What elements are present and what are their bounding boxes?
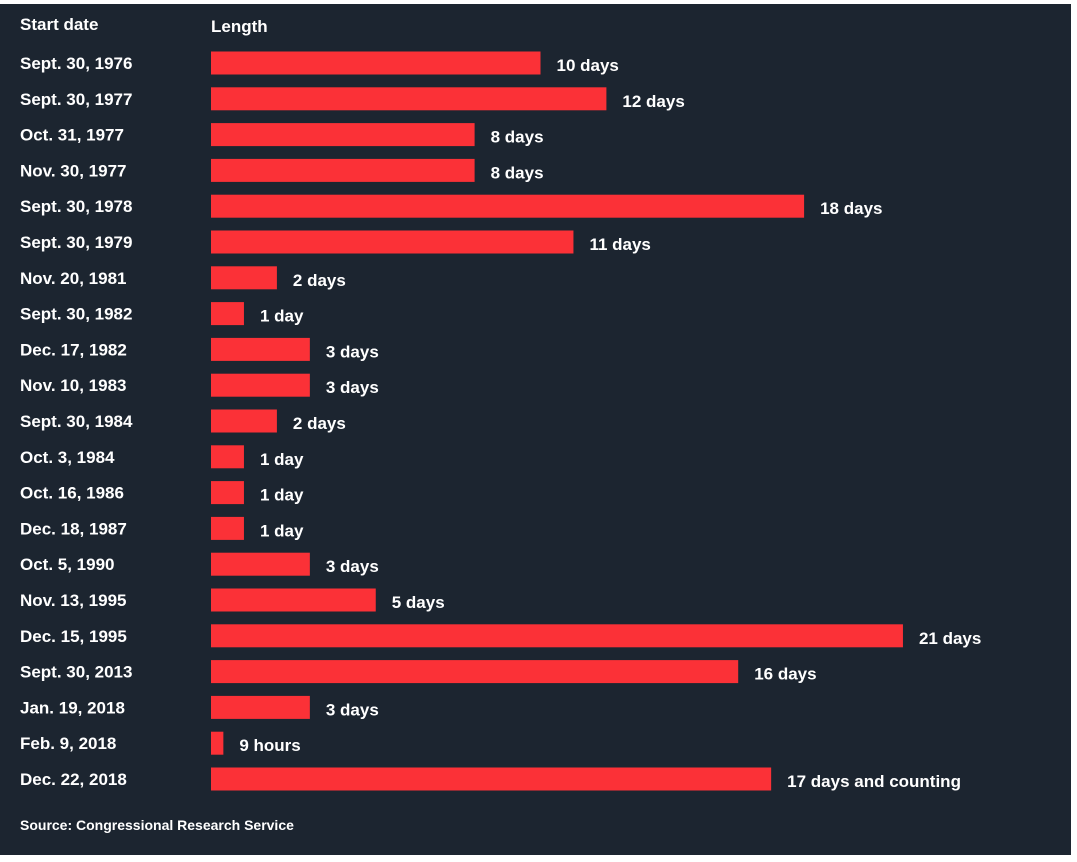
value-label: 18 days: [820, 199, 882, 218]
bar: [211, 624, 903, 648]
bar: [211, 695, 310, 719]
value-label: 12 days: [622, 92, 684, 111]
category-label: Sept. 30, 1982: [20, 305, 132, 324]
bar: [211, 158, 475, 182]
value-label: 16 days: [754, 665, 816, 684]
category-label: Nov. 10, 1983: [20, 376, 126, 395]
category-label: Sept. 30, 1978: [20, 197, 132, 216]
bar-rows: Sept. 30, 1976 10 days Sept. 30, 1977 12 da…: [20, 51, 981, 791]
value-label: 9 hours: [239, 736, 300, 755]
bar: [211, 445, 244, 469]
bar: [211, 266, 277, 290]
bar: [211, 373, 310, 397]
bar: [211, 660, 739, 684]
category-label: Dec. 15, 1995: [20, 627, 127, 646]
category-column-header: Start date: [20, 15, 98, 34]
value-label: 11 days: [589, 235, 650, 254]
value-label: 17 days and counting: [787, 772, 961, 791]
bar: [211, 409, 277, 433]
shutdown-length-chart: Start date Length Sept. 30, 1976 10 daysS…: [20, 15, 981, 833]
value-label: 1 day: [260, 450, 304, 469]
value-label: 10 days: [557, 56, 619, 75]
bar: [211, 230, 574, 254]
category-label: Oct. 31, 1977: [20, 126, 124, 145]
value-label: 1 day: [260, 486, 304, 505]
value-label: 8 days: [491, 163, 544, 182]
category-label: Feb. 9, 2018: [20, 734, 116, 753]
category-label: Nov. 30, 1977: [20, 161, 126, 180]
bar: [211, 51, 541, 75]
bar: [211, 588, 376, 612]
category-label: Oct. 5, 1990: [20, 555, 115, 574]
bar: [211, 194, 805, 218]
bar: [211, 481, 244, 505]
value-label: 1 day: [260, 307, 304, 326]
category-label: Oct. 16, 1986: [20, 484, 124, 503]
bar: [211, 337, 310, 361]
value-label: 3 days: [326, 378, 379, 397]
bar: [211, 516, 244, 540]
value-label: 3 days: [326, 342, 379, 361]
value-label: 3 days: [326, 700, 379, 719]
chart-panel: Start date Length Sept. 30, 1976 10 days S…: [0, 4, 1071, 855]
category-label: Sept. 30, 2013: [20, 663, 132, 682]
value-label: 2 days: [293, 414, 346, 433]
category-label: Nov. 13, 1995: [20, 591, 126, 610]
category-label: Nov. 20, 1981: [20, 269, 126, 288]
bar: [211, 552, 310, 576]
bar: [211, 731, 224, 755]
category-label: Sept. 30, 1984: [20, 412, 133, 431]
value-label: 3 days: [326, 557, 379, 576]
category-label: Dec. 17, 1982: [20, 340, 127, 359]
category-label: Sept. 30, 1979: [20, 233, 132, 252]
value-column-header: Length: [211, 17, 268, 36]
category-label: Jan. 19, 2018: [20, 698, 125, 717]
category-label: Sept. 30, 1976: [20, 54, 132, 73]
bar: [211, 123, 475, 147]
value-label: 1 day: [260, 521, 304, 540]
category-label: Sept. 30, 1977: [20, 90, 132, 109]
value-label: 5 days: [392, 593, 445, 612]
value-label: 2 days: [293, 271, 346, 290]
source-note: Source: Congressional Research Service: [20, 817, 294, 833]
bar: [211, 87, 607, 111]
category-label: Dec. 22, 2018: [20, 770, 127, 789]
value-label: 8 days: [491, 128, 544, 147]
category-label: Dec. 18, 1987: [20, 519, 127, 538]
category-label: Oct. 3, 1984: [20, 448, 115, 467]
value-label: 21 days: [919, 629, 981, 648]
bar: [211, 302, 244, 326]
bar: [211, 767, 772, 791]
